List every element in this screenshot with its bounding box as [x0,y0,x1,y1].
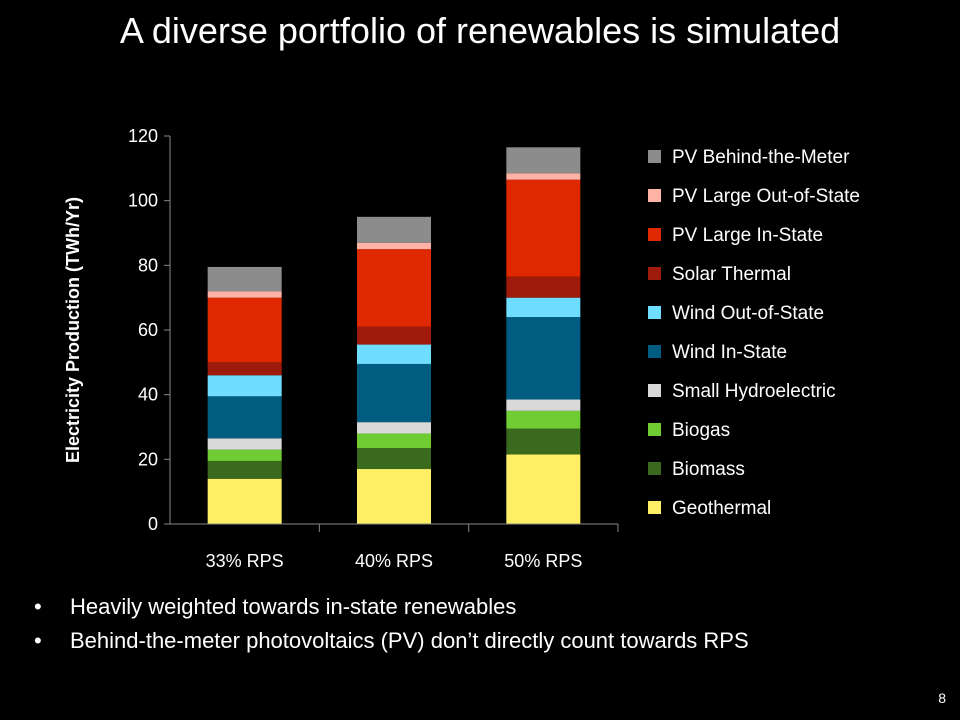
bullet-item: Behind-the-meter photovoltaics (PV) don’… [34,626,914,656]
bar-segment [506,410,581,429]
bar-segment [357,433,431,449]
y-tick-label: 80 [138,255,158,275]
bar-segment [506,454,581,524]
legend-swatch [648,150,661,163]
x-tick-label: 50% RPS [504,551,582,571]
legend-swatch [648,267,661,280]
bar-segment [506,428,581,455]
legend-label: PV Large Out-of-State [672,186,860,207]
bullet-list: Heavily weighted towards in-state renewa… [34,592,914,660]
y-tick-label: 60 [138,320,158,340]
legend-label: Wind Out-of-State [672,303,824,324]
slide-title: A diverse portfolio of renewables is sim… [119,10,841,51]
bar-segment [506,147,581,174]
legend-label: Biogas [672,420,730,441]
y-tick-label: 40 [138,385,158,405]
y-tick-label: 20 [138,449,158,469]
x-tick-label: 33% RPS [206,551,284,571]
bar-segment [207,291,282,298]
bullet-item: Heavily weighted towards in-state renewa… [34,592,914,622]
bar-segment [506,276,581,298]
bar-segment [357,422,431,434]
bar-segment [357,326,431,345]
bar-segment [207,297,282,363]
legend-label: PV Large In-State [672,225,823,246]
bar-segment [207,375,282,397]
bar-segment [357,249,431,327]
legend-label: Biomass [672,459,745,480]
bar-segment [506,297,581,318]
bar-segment [207,460,282,479]
legend-label: Wind In-State [672,342,787,363]
legend: PV Behind-the-Meter PV Large Out-of-State… [648,147,860,519]
legend-swatch [648,306,661,319]
y-tick-labels: 0 20 40 60 80 100 120 [128,126,158,534]
y-tick-label: 120 [128,126,158,146]
legend-label: PV Behind-the-Meter [672,147,850,168]
bar-segment [357,448,431,470]
legend-swatch [648,501,661,514]
bar-segment [207,396,282,439]
bar-segment [506,317,581,400]
page-number: 8 [938,690,946,706]
bar-segment [207,449,282,461]
x-tick-label: 40% RPS [355,551,433,571]
bar-segment [506,173,581,180]
legend-swatch [648,228,661,241]
bar-segment [357,216,431,243]
x-tick-labels: 33% RPS 40% RPS 50% RPS [206,551,583,571]
bar-segment [357,242,431,250]
legend-label: Solar Thermal [672,264,791,285]
bar-segment [357,363,431,423]
legend-swatch [648,462,661,475]
bar-segment [506,179,581,277]
legend-swatch [648,189,661,202]
y-tick-label: 0 [148,514,158,534]
legend-swatch [648,384,661,397]
axes [164,135,619,532]
legend-swatch [648,345,661,358]
legend-swatch [648,423,661,436]
stacked-bar-chart: 0 20 40 60 80 100 120 33% RPS 40% RPS 50% RPS El… [63,126,860,571]
y-axis-title: Electricity Production (TWh/Yr) [63,197,83,463]
bars [207,147,581,524]
bar-segment [207,266,282,292]
bar-segment [357,469,431,524]
bar-segment [506,399,581,411]
y-tick-label: 100 [128,191,158,211]
bar-segment [207,438,282,450]
bar-segment [357,344,431,364]
bar-segment [207,362,282,376]
legend-label: Geothermal [672,498,771,519]
bar-segment [207,478,282,524]
legend-label: Small Hydroelectric [672,381,836,402]
